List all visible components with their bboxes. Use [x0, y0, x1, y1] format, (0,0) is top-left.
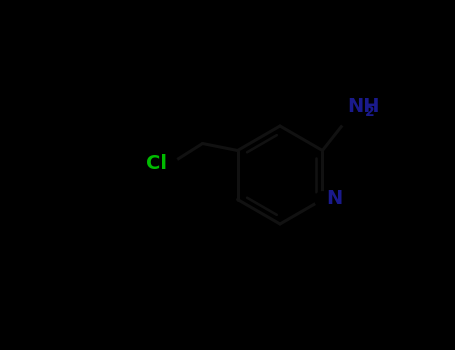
Text: NH: NH: [347, 97, 379, 116]
Circle shape: [339, 107, 359, 127]
Circle shape: [161, 156, 178, 173]
Text: N: N: [326, 189, 342, 208]
Text: 2: 2: [365, 105, 374, 119]
Circle shape: [315, 192, 330, 207]
Text: Cl: Cl: [146, 154, 167, 173]
